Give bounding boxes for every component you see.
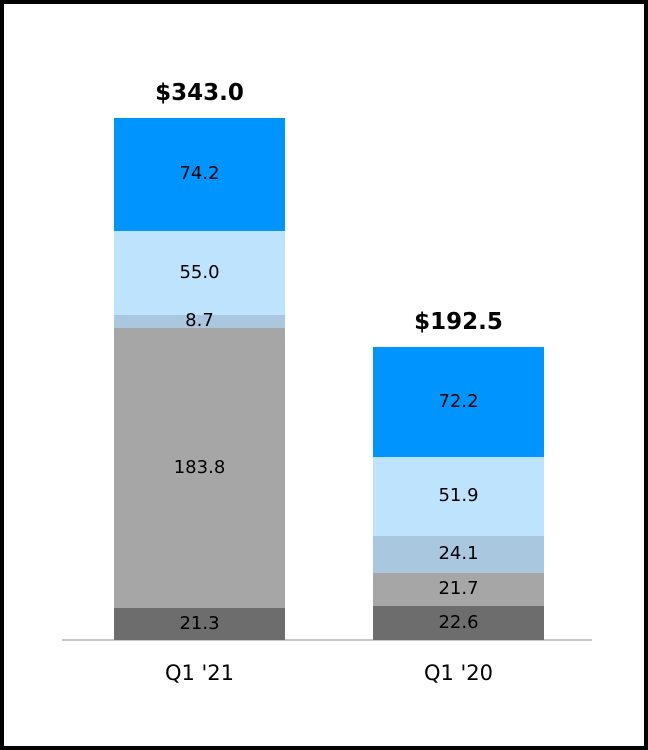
bar-segment-blue-gray: 24.1 bbox=[373, 535, 544, 573]
bar-segment-blue: 74.2 bbox=[114, 117, 285, 231]
segment-value-label: 72.2 bbox=[438, 390, 479, 412]
bar-total-label: $192.5 bbox=[414, 309, 503, 335]
bar-segment-light-blue: 55.0 bbox=[114, 230, 285, 315]
segment-value-label: 55.0 bbox=[179, 261, 220, 283]
bar-segment-blue-gray: 8.7 bbox=[114, 310, 285, 332]
bar-segment-light-blue: 51.9 bbox=[373, 456, 544, 536]
bar-segment-blue: 72.2 bbox=[373, 347, 544, 457]
segment-value-label: 74.2 bbox=[179, 163, 220, 185]
segment-value-label: 21.3 bbox=[179, 612, 220, 634]
segment-value-label: 183.8 bbox=[173, 456, 226, 478]
stacked-bar-1: 74.2 55.0 8.7 183.8 21.3 bbox=[114, 117, 285, 640]
bar-segment-dark-gray: 21.3 bbox=[114, 607, 285, 640]
segment-value-label: 8.7 bbox=[185, 310, 214, 332]
bar-segment-gray: 183.8 bbox=[114, 327, 285, 608]
segment-value-label: 24.1 bbox=[438, 543, 479, 565]
segment-value-label: 51.9 bbox=[438, 485, 479, 507]
bar-segment-dark-gray: 22.6 bbox=[373, 605, 544, 640]
x-axis-category-label: Q1 '21 bbox=[164, 661, 235, 685]
x-axis-line bbox=[62, 639, 592, 641]
bar-segment-gray: 21.7 bbox=[373, 572, 544, 606]
stacked-bar-2: 72.2 51.9 24.1 21.7 22.6 bbox=[373, 347, 544, 640]
segment-value-label: 22.6 bbox=[438, 611, 479, 633]
bar-total-label: $343.0 bbox=[155, 79, 244, 106]
segment-value-label: 21.7 bbox=[438, 578, 479, 600]
x-axis-category-label: Q1 '20 bbox=[423, 661, 494, 685]
